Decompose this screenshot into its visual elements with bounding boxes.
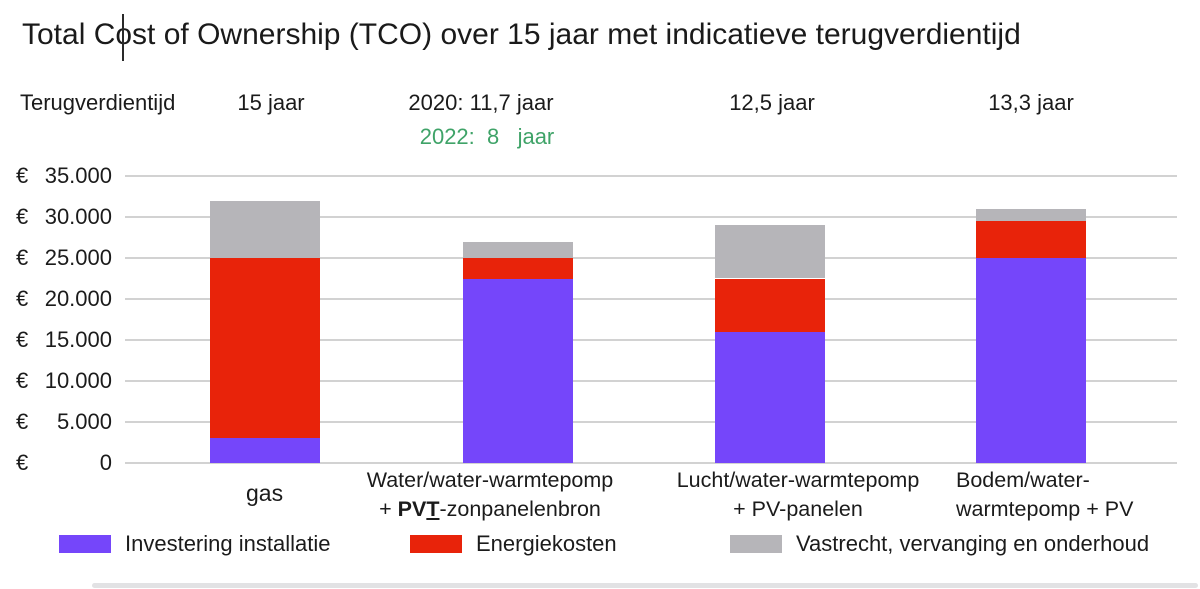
text-cursor xyxy=(122,14,124,61)
y-tick-label: €35.000 xyxy=(16,162,112,190)
y-tick-value: 10.000 xyxy=(44,368,112,393)
y-tick-value: 30.000 xyxy=(44,204,112,229)
y-tick-label: €25.000 xyxy=(16,244,112,272)
payback-value-water-2020: 2020: 11,7 jaar xyxy=(408,90,554,115)
y-tick-value: 15.000 xyxy=(44,327,112,352)
x-axis-label-lucht-water-line1: Lucht/water-warmtepomp xyxy=(676,468,920,492)
gridline xyxy=(125,380,1177,382)
bar-segment xyxy=(976,221,1086,258)
legend-swatch-vastrecht-icon xyxy=(730,535,782,553)
legend-label-investering: Investering installatie xyxy=(125,531,331,556)
chart-title: Total Cost of Ownership (TCO) over 15 ja… xyxy=(22,18,1021,51)
y-tick-value: 25.000 xyxy=(44,245,112,270)
y-tick-label: €30.000 xyxy=(16,203,112,231)
y-tick-label: €15.000 xyxy=(16,326,112,354)
gridline xyxy=(125,462,1177,464)
bar-segment xyxy=(463,241,573,258)
gridline xyxy=(125,339,1177,341)
euro-symbol: € xyxy=(16,245,29,270)
x-axis-label-bodem-water-line1: Bodem/water- xyxy=(956,468,1090,492)
x-axis-label-bodem-water-line2: warmtepomp + PV xyxy=(956,497,1134,521)
euro-symbol: € xyxy=(16,409,29,434)
bar-segment xyxy=(976,208,1086,222)
legend-item-investering: Investering installatie xyxy=(59,531,330,557)
x-axis-label-water-water-line2: + PVT-zonpanelenbron xyxy=(379,497,601,521)
bar-segment xyxy=(210,438,320,463)
x-axis-label-water-water-line1: Water/water-warmtepomp xyxy=(366,468,614,492)
euro-symbol: € xyxy=(16,327,29,352)
euro-symbol: € xyxy=(16,286,29,311)
euro-symbol: € xyxy=(16,450,29,475)
payback-value-gas: 15 jaar xyxy=(237,90,305,115)
bar-segment xyxy=(976,258,1086,463)
bar-segment xyxy=(715,225,825,279)
gridline xyxy=(125,175,1177,177)
payback-value-lucht: 12,5 jaar xyxy=(729,90,815,115)
x-axis-label-gas: gas xyxy=(246,480,284,506)
euro-symbol: € xyxy=(16,163,29,188)
y-tick-value: 35.000 xyxy=(44,163,112,188)
y-tick-label: €20.000 xyxy=(16,285,112,313)
gridline xyxy=(125,421,1177,423)
x-axis-label-lucht-water-line2: + PV-panelen xyxy=(733,497,863,521)
legend-swatch-energiekosten-icon xyxy=(410,535,462,553)
y-tick-label: €0 xyxy=(16,449,112,477)
legend-item-vastrecht: Vastrecht, vervanging en onderhoud xyxy=(730,531,1149,557)
x-axis-label-lucht-water: Lucht/water-warmtepomp + PV-panelen xyxy=(676,466,920,524)
x-axis-label-water-water: Water/water-warmtepomp + PVT-zonpanelenb… xyxy=(366,466,614,524)
payback-value-water-2022: 2022: 8 jaar xyxy=(419,124,555,149)
payback-row-label: Terugverdientijd xyxy=(20,90,176,115)
y-tick-label: €10.000 xyxy=(16,367,112,395)
euro-symbol: € xyxy=(16,368,29,393)
y-tick-value: 5.000 xyxy=(56,409,112,434)
bar-segment xyxy=(715,331,825,463)
legend-item-energiekosten: Energiekosten xyxy=(410,531,617,557)
payback-value-bodem: 13,3 jaar xyxy=(988,90,1074,115)
gridline xyxy=(125,216,1177,218)
legend-label-vastrecht: Vastrecht, vervanging en onderhoud xyxy=(796,531,1150,556)
y-tick-label: €5.000 xyxy=(16,408,112,436)
gridline xyxy=(125,298,1177,300)
bar-segment xyxy=(210,258,320,439)
y-tick-value: 20.000 xyxy=(44,286,112,311)
bar-segment xyxy=(715,278,825,332)
legend-swatch-investering-icon xyxy=(59,535,111,553)
x-axis-label-bodem-water: Bodem/water- warmtepomp + PV xyxy=(956,466,1176,524)
bar-segment xyxy=(210,200,320,258)
bar-segment xyxy=(463,278,573,463)
horizontal-scrollbar-thumb[interactable] xyxy=(92,583,1198,588)
gridline xyxy=(125,257,1177,259)
y-tick-value: 0 xyxy=(99,450,112,475)
bar-segment xyxy=(463,258,573,279)
legend-label-energiekosten: Energiekosten xyxy=(476,531,617,556)
euro-symbol: € xyxy=(16,204,29,229)
